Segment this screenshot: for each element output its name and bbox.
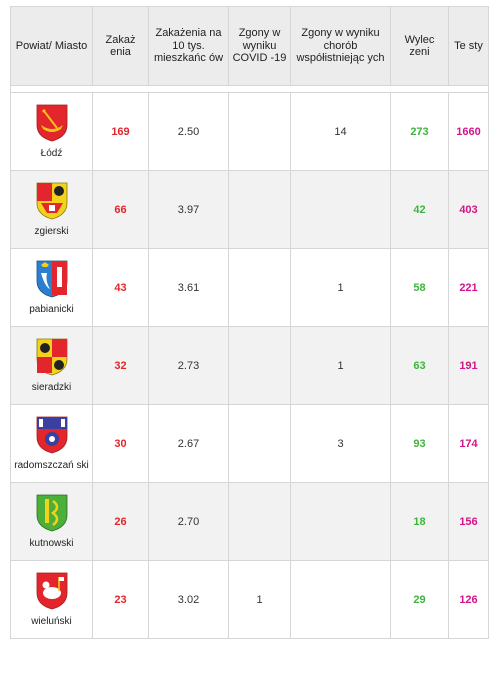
recovered-cell: 18	[390, 482, 449, 561]
table-row: pabianicki 43 3.61 1 58 221	[10, 248, 489, 327]
place-name: radomszczań ski	[14, 460, 89, 471]
table-row: sieradzki 32 2.73 1 63 191	[10, 326, 489, 405]
cases-cell: 30	[92, 404, 149, 483]
lodz-crest-icon	[36, 104, 67, 142]
kutnowski-crest-icon	[36, 494, 67, 532]
table-row: kutnowski 26 2.70 18 156	[10, 482, 489, 561]
per10k-cell: 3.97	[148, 170, 229, 249]
place-cell: radomszczań ski	[10, 404, 93, 483]
per10k-cell: 3.02	[148, 560, 229, 639]
header-row: Powiat/ Miasto Zakaż enia Zakażenia na 1…	[10, 6, 489, 86]
deaths-covid-cell	[228, 248, 291, 327]
per10k-cell: 2.70	[148, 482, 229, 561]
place-cell: zgierski	[10, 170, 93, 249]
header-per10k: Zakażenia na 10 tys. mieszkańc ów	[148, 6, 229, 86]
recovered-cell: 93	[390, 404, 449, 483]
place-name: sieradzki	[31, 382, 72, 393]
place-cell: pabianicki	[10, 248, 93, 327]
deaths-covid-cell	[228, 326, 291, 405]
deaths-comorb-cell	[290, 170, 391, 249]
sieradzki-crest-icon	[36, 338, 67, 376]
pabianicki-crest-icon	[36, 260, 67, 298]
header-deaths-covid: Zgony w wyniku COVID -19	[228, 6, 291, 86]
tests-cell: 221	[448, 248, 489, 327]
deaths-covid-cell	[228, 482, 291, 561]
place-name: Łódź	[40, 148, 63, 159]
deaths-comorb-cell: 1	[290, 326, 391, 405]
place-name: kutnowski	[29, 538, 74, 549]
table-row: Łódź 169 2.50 14 273 1660	[10, 92, 489, 171]
place-name: pabianicki	[29, 304, 74, 315]
place-cell: wieluński	[10, 560, 93, 639]
tests-cell: 1660	[448, 92, 489, 171]
zgierski-crest-icon	[36, 182, 67, 220]
place-cell: Łódź	[10, 92, 93, 171]
tests-cell: 191	[448, 326, 489, 405]
header-deaths-comorbidities: Zgony w wyniku chorób współistniejąc ych	[290, 6, 391, 86]
header-cases: Zakaż enia	[92, 6, 149, 86]
deaths-covid-cell	[228, 404, 291, 483]
stats-table-wrapper: Powiat/ Miasto Zakaż enia Zakażenia na 1…	[10, 6, 489, 639]
per10k-cell: 2.50	[148, 92, 229, 171]
deaths-comorb-cell: 1	[290, 248, 391, 327]
recovered-cell: 58	[390, 248, 449, 327]
table-row: radomszczań ski 30 2.67 3 93 174	[10, 404, 489, 483]
deaths-comorb-cell: 3	[290, 404, 391, 483]
header-recovered: Wylec zeni	[390, 6, 449, 86]
tests-cell: 126	[448, 560, 489, 639]
cases-cell: 169	[92, 92, 149, 171]
place-cell: sieradzki	[10, 326, 93, 405]
covid-stats-table: Powiat/ Miasto Zakaż enia Zakażenia na 1…	[10, 6, 489, 639]
per10k-cell: 2.73	[148, 326, 229, 405]
radomszczanski-crest-icon	[36, 416, 67, 454]
place-name: zgierski	[34, 226, 69, 237]
place-name: wieluński	[31, 616, 72, 627]
tests-cell: 403	[448, 170, 489, 249]
deaths-covid-cell	[228, 170, 291, 249]
deaths-covid-cell	[228, 92, 291, 171]
cases-cell: 43	[92, 248, 149, 327]
recovered-cell: 63	[390, 326, 449, 405]
cases-cell: 66	[92, 170, 149, 249]
deaths-comorb-cell: 14	[290, 92, 391, 171]
table-row: wieluński 23 3.02 1 29 126	[10, 560, 489, 639]
cases-cell: 23	[92, 560, 149, 639]
tests-cell: 174	[448, 404, 489, 483]
per10k-cell: 2.67	[148, 404, 229, 483]
deaths-comorb-cell	[290, 482, 391, 561]
recovered-cell: 273	[390, 92, 449, 171]
cases-cell: 32	[92, 326, 149, 405]
deaths-comorb-cell	[290, 560, 391, 639]
tests-cell: 156	[448, 482, 489, 561]
deaths-covid-cell: 1	[228, 560, 291, 639]
recovered-cell: 29	[390, 560, 449, 639]
cases-cell: 26	[92, 482, 149, 561]
wielunski-crest-icon	[36, 572, 67, 610]
header-place: Powiat/ Miasto	[10, 6, 93, 86]
table-row: zgierski 66 3.97 42 403	[10, 170, 489, 249]
header-tests: Te sty	[448, 6, 489, 86]
per10k-cell: 3.61	[148, 248, 229, 327]
place-cell: kutnowski	[10, 482, 93, 561]
recovered-cell: 42	[390, 170, 449, 249]
